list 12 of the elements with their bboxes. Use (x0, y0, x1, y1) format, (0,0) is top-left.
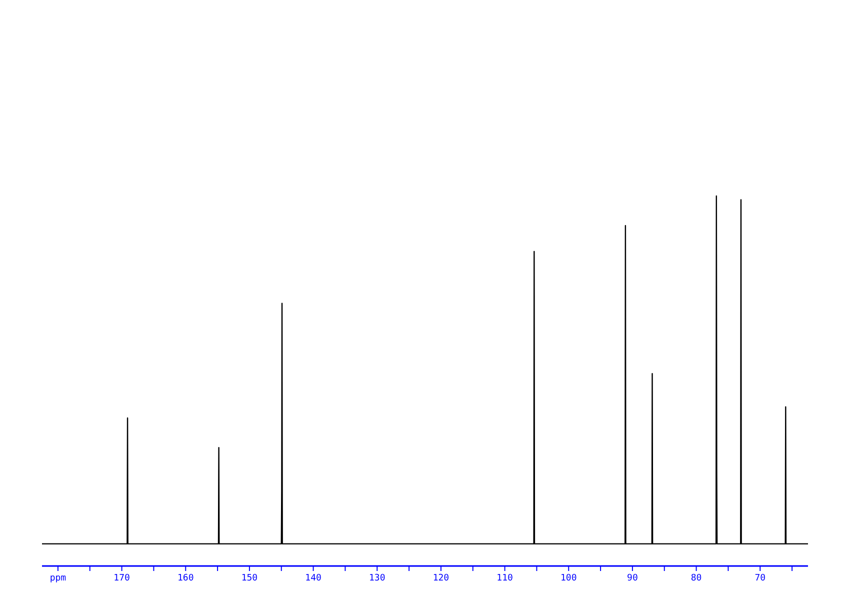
x-tick-label: 80 (690, 573, 702, 584)
x-tick-label: 170 (114, 573, 130, 584)
x-tick-label: 120 (432, 573, 450, 584)
x-tick-label: 110 (496, 573, 513, 584)
x-tick-label: 140 (305, 573, 322, 584)
x-tick-label: 160 (177, 573, 194, 584)
x-tick-label: 100 (560, 573, 577, 584)
x-tick-label: ppm (50, 573, 66, 584)
x-tick-label: 90 (627, 573, 638, 584)
x-tick-label: 70 (754, 573, 766, 584)
x-tick-label: 130 (368, 573, 386, 584)
x-tick-label: 150 (241, 573, 258, 584)
